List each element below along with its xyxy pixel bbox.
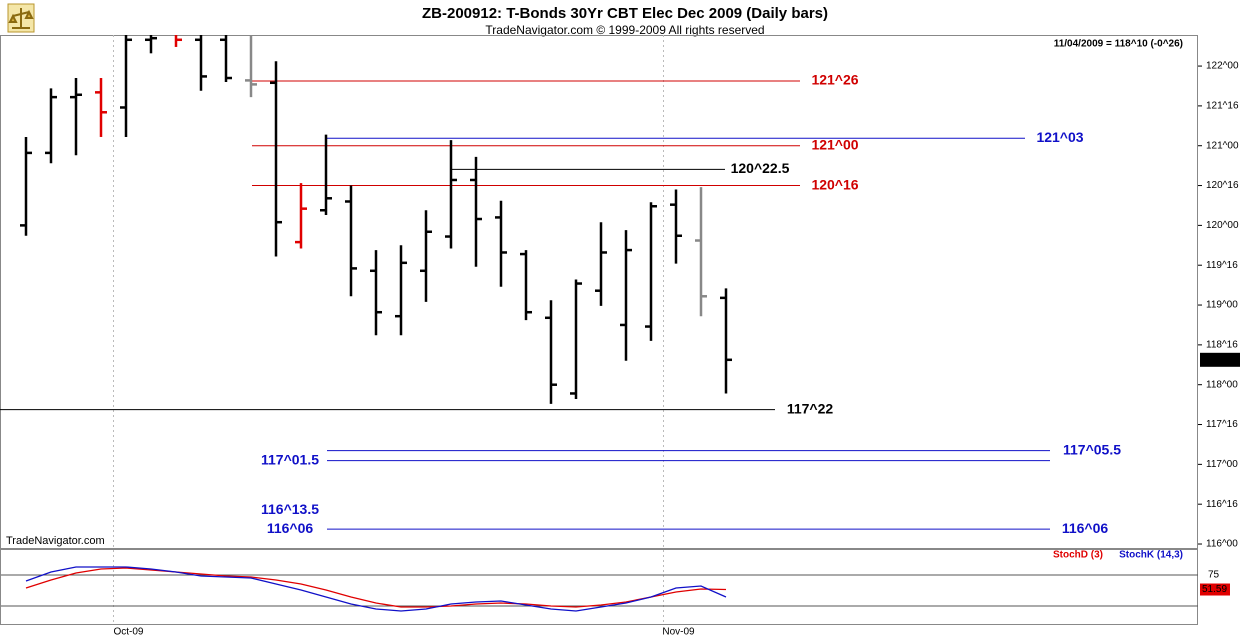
chart-subtitle: TradeNavigator.com © 1999-2009 All right… xyxy=(485,23,764,37)
stoch-line xyxy=(25,566,727,612)
y-tick-label: 117^00 xyxy=(1206,459,1238,470)
y-tick-label: 120^00 xyxy=(1206,220,1239,231)
last-quote: 11/04/2009 = 118^10 (-0^26) xyxy=(1054,39,1183,50)
y-tick-label: 120^16 xyxy=(1206,180,1239,191)
stoch-line xyxy=(25,567,727,608)
legend-entry: StochK (14,3) xyxy=(1119,550,1183,561)
y-tick-label: 116^00 xyxy=(1206,539,1238,550)
stoch-last-tag xyxy=(1200,583,1230,596)
level-label: 121^00 xyxy=(811,136,858,152)
level-label: 116^13.5 xyxy=(261,501,319,517)
level-label: 117^01.5 xyxy=(261,451,319,467)
y-tick-label: 118^00 xyxy=(1206,379,1238,390)
legend-entry: StochD (3) xyxy=(1053,550,1103,561)
level-label: 117^22 xyxy=(787,400,834,416)
last-price-tag xyxy=(1200,352,1240,367)
level-label: 121^26 xyxy=(811,72,858,88)
y-tick-label: 122^00 xyxy=(1206,61,1239,72)
y-tick-label: 121^16 xyxy=(1206,101,1239,112)
y-tick-label: 119^00 xyxy=(1206,300,1238,311)
bars xyxy=(20,35,732,404)
chart-title: ZB-200912: T-Bonds 30Yr CBT Elec Dec 200… xyxy=(422,5,828,22)
x-tick-label: Oct-09 xyxy=(113,627,143,638)
y-tick-label: 118^16 xyxy=(1206,340,1238,351)
watermark: TradeNavigator.com xyxy=(6,535,105,547)
level-label: 116^06 xyxy=(267,520,314,536)
y-tick-label: 119^16 xyxy=(1206,260,1238,271)
last-price-label: 118^10 xyxy=(1202,354,1234,365)
level-label: 116^06 xyxy=(1062,520,1109,536)
level-label: 120^22.5 xyxy=(731,160,790,176)
stoch-last-label: 51.59 xyxy=(1202,584,1227,595)
level-label: 121^03 xyxy=(1036,129,1083,145)
stoch-panel xyxy=(0,549,1198,625)
level-label: 117^05.5 xyxy=(1063,441,1121,457)
level-label: 120^16 xyxy=(811,176,858,192)
y-tick-label: 121^00 xyxy=(1206,140,1239,151)
x-tick-label: Nov-09 xyxy=(662,627,695,638)
y-tick-label: 117^16 xyxy=(1206,419,1238,430)
y-tick-label: 116^16 xyxy=(1206,499,1238,510)
stoch-tick-label: 75 xyxy=(1208,570,1220,581)
logo xyxy=(7,3,35,33)
price-panel xyxy=(0,35,1198,549)
